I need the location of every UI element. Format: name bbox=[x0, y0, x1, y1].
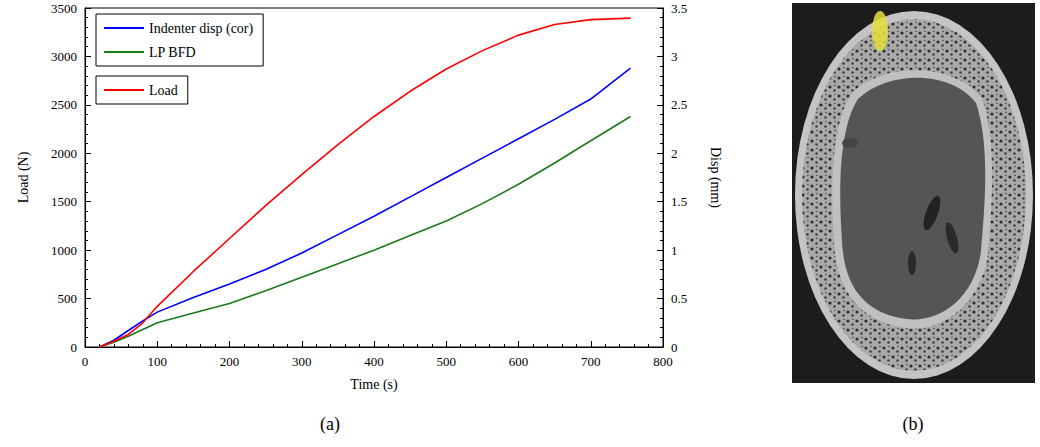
html-text:(b): (b) bbox=[902, 414, 924, 434]
svg-text:1.5: 1.5 bbox=[671, 194, 687, 209]
svg-text:300: 300 bbox=[292, 354, 312, 369]
svg-text:1000: 1000 bbox=[51, 243, 77, 258]
svg-text:0: 0 bbox=[71, 340, 78, 355]
svg-text:0.5: 0.5 bbox=[671, 291, 687, 306]
svg-text:100: 100 bbox=[148, 354, 168, 369]
svg-text:2500: 2500 bbox=[51, 97, 77, 112]
svg-text:3: 3 bbox=[671, 49, 678, 64]
svg-text:500: 500 bbox=[437, 354, 457, 369]
svg-text:200: 200 bbox=[220, 354, 240, 369]
svg-text:1: 1 bbox=[671, 243, 678, 258]
html-text:(a): (a) bbox=[320, 414, 340, 434]
svg-text:3.5: 3.5 bbox=[671, 1, 687, 16]
svg-text:600: 600 bbox=[509, 354, 529, 369]
svg-text:3500: 3500 bbox=[51, 1, 77, 16]
svg-text:2: 2 bbox=[671, 146, 678, 161]
svg-text:Load: Load bbox=[149, 83, 178, 98]
svg-text:LP BFD: LP BFD bbox=[149, 45, 196, 60]
svg-text:Load (N): Load (N) bbox=[16, 151, 32, 203]
svg-text:0: 0 bbox=[82, 354, 89, 369]
svg-text:800: 800 bbox=[653, 354, 673, 369]
svg-text:Time (s): Time (s) bbox=[350, 377, 398, 393]
svg-text:700: 700 bbox=[581, 354, 601, 369]
svg-text:0: 0 bbox=[671, 340, 678, 355]
svg-text:500: 500 bbox=[58, 291, 78, 306]
svg-text:2000: 2000 bbox=[51, 146, 77, 161]
svg-text:Indenter disp (cor): Indenter disp (cor) bbox=[149, 21, 254, 37]
svg-text:400: 400 bbox=[364, 354, 384, 369]
svg-text:2.5: 2.5 bbox=[671, 97, 687, 112]
svg-text:Disp (mm): Disp (mm) bbox=[707, 147, 723, 208]
svg-text:3000: 3000 bbox=[51, 49, 77, 64]
svg-text:1500: 1500 bbox=[51, 194, 77, 209]
